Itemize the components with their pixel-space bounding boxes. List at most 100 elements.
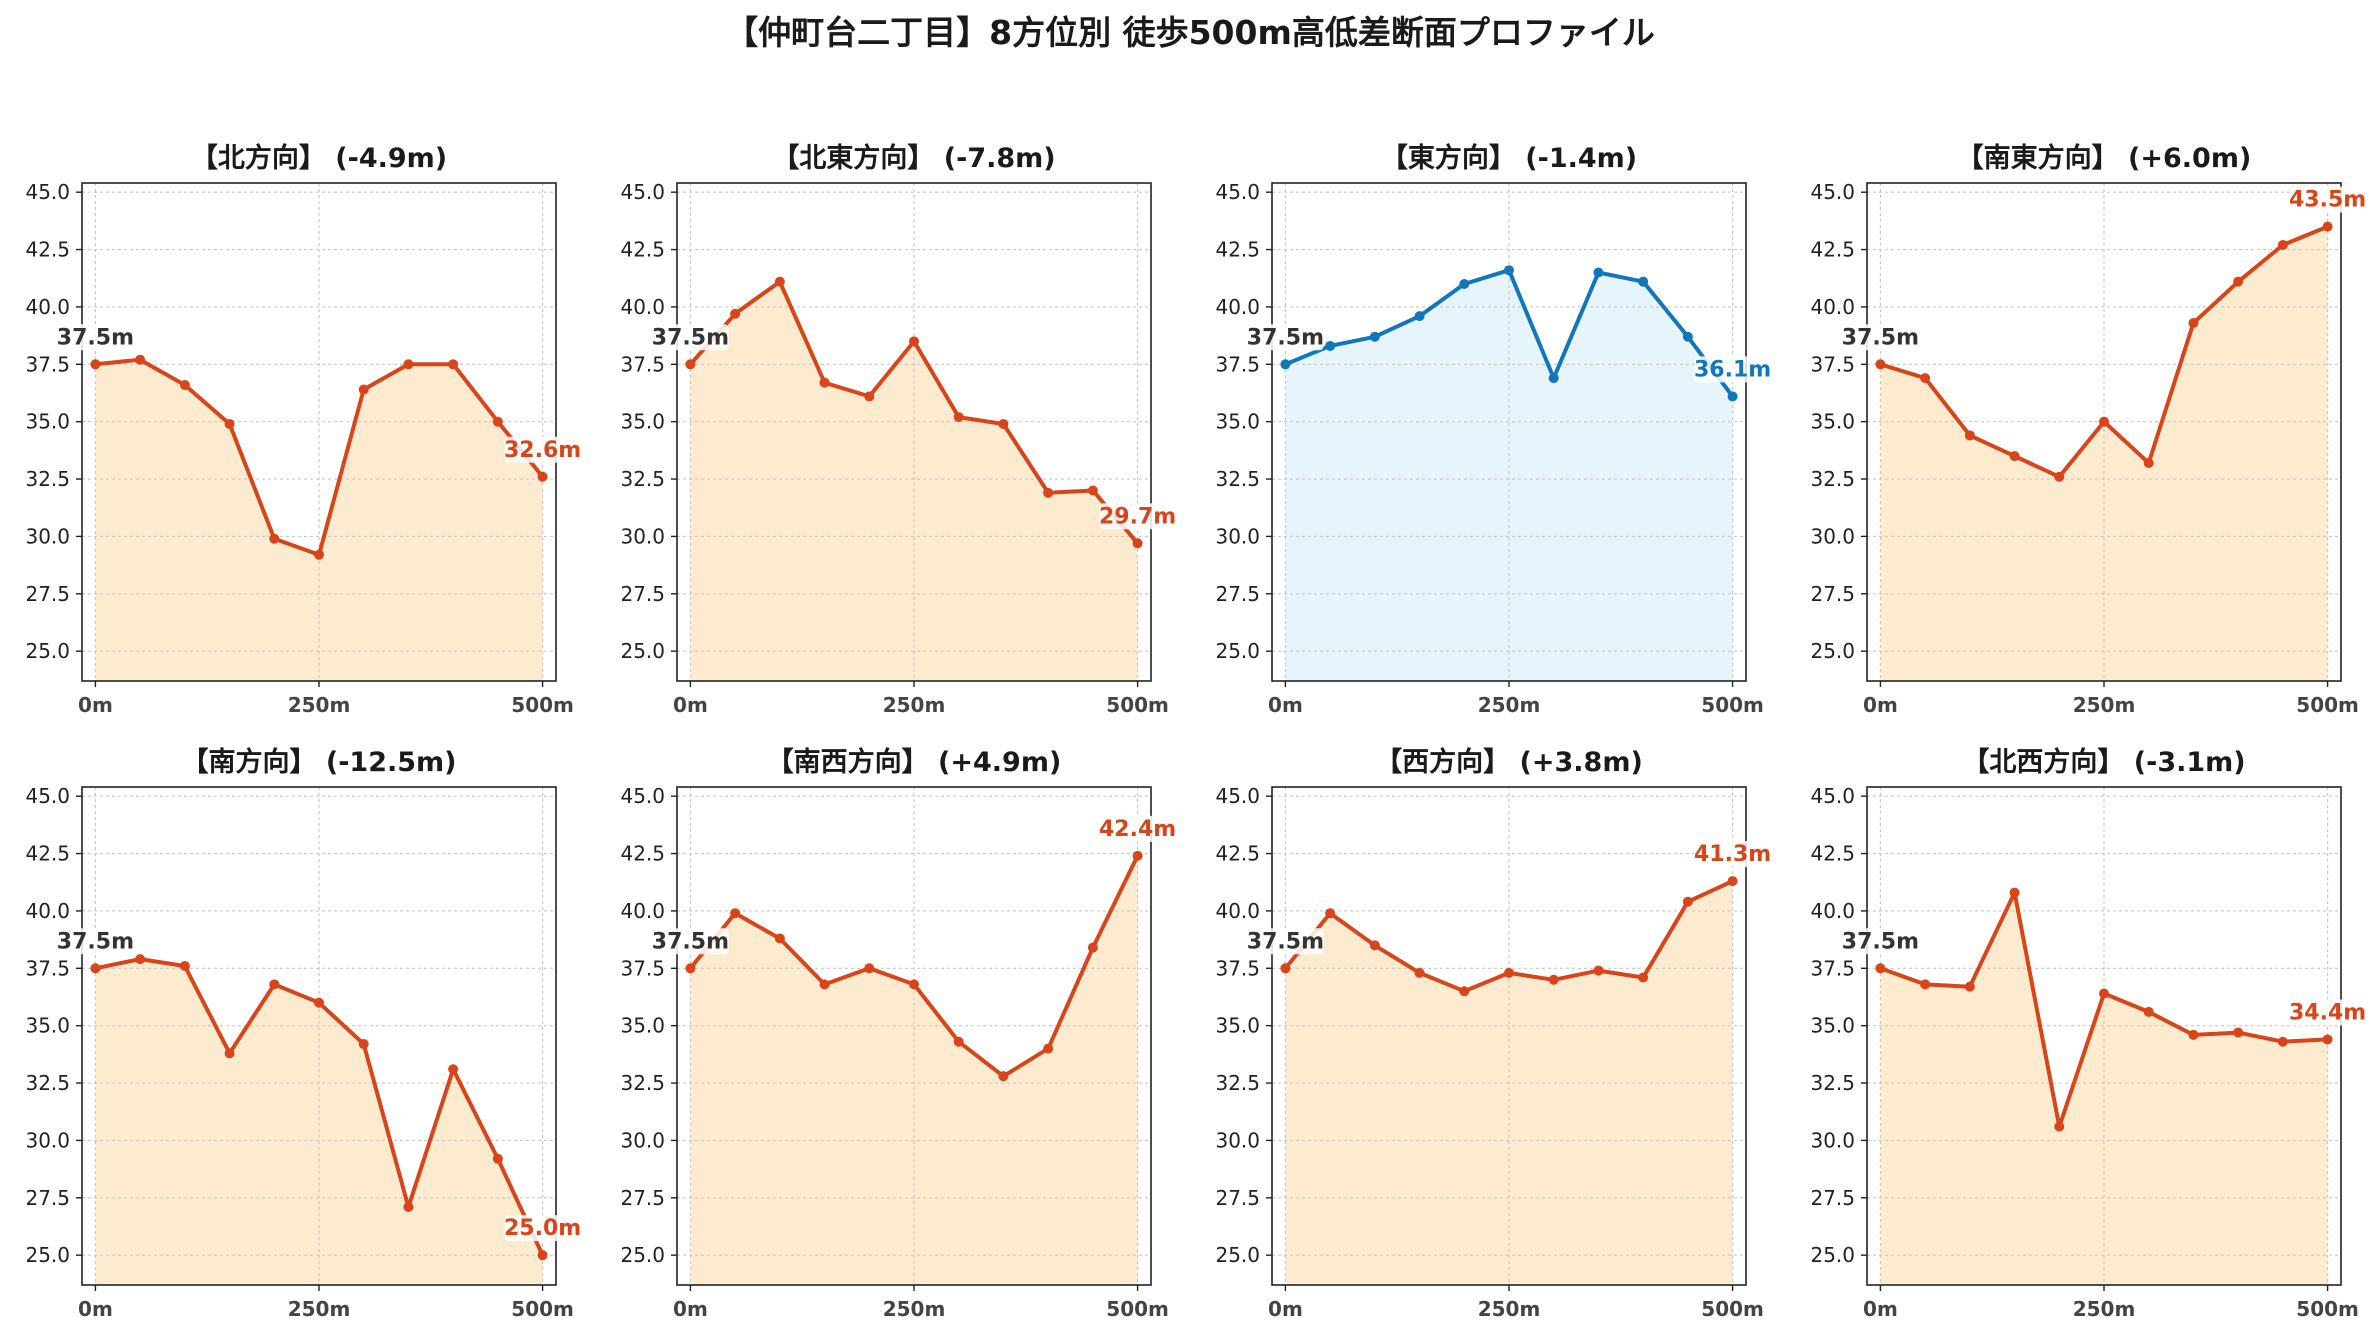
y-tick-label: 25.0	[620, 1243, 665, 1267]
y-tick-label: 45.0	[25, 180, 70, 204]
data-point	[1325, 340, 1336, 351]
y-tick-label: 45.0	[620, 784, 665, 808]
panel-title: 【南東方向】 (+6.0m)	[1957, 142, 2252, 174]
data-point	[448, 359, 459, 370]
panel-title: 【西方向】 (+3.8m)	[1375, 746, 1643, 778]
end-label-text: 32.6m	[504, 438, 581, 463]
y-tick-label: 42.5	[1215, 842, 1260, 866]
data-point	[2009, 887, 2020, 898]
y-tick-label: 42.5	[25, 842, 70, 866]
data-point	[179, 379, 190, 390]
data-point	[1280, 359, 1291, 370]
y-tick-label: 45.0	[1810, 180, 1855, 204]
x-tick-label: 250m	[2073, 1297, 2136, 1321]
data-point	[864, 391, 875, 402]
y-tick-label: 30.0	[1215, 524, 1260, 548]
start-label-bg	[652, 324, 729, 351]
y-tick-label: 37.5	[620, 352, 665, 376]
data-point	[2099, 416, 2109, 427]
data-point	[1504, 265, 1514, 276]
y-tick-label: 37.5	[25, 956, 70, 980]
data-point	[1043, 487, 1054, 498]
y-tick-label: 42.5	[1810, 238, 1855, 262]
data-point	[1593, 965, 1604, 976]
end-label: 32.6m	[504, 436, 581, 463]
data-point	[1369, 331, 1380, 342]
y-tick-label: 35.0	[1810, 410, 1855, 434]
chart-panel-6: 【南西方向】 (+4.9m) 25.0 27.5 30.0 32.5 35.0 37.5 40…	[620, 746, 1176, 1321]
y-tick-label: 27.5	[25, 1186, 70, 1210]
end-label: 36.1m	[1694, 356, 1771, 383]
x-tick-label: 0m	[1268, 693, 1303, 717]
data-point	[1964, 430, 1975, 441]
data-point	[269, 979, 280, 990]
x-tick-label: 0m	[673, 693, 708, 717]
start-label-text: 37.5m	[1247, 325, 1324, 350]
data-point	[774, 933, 785, 944]
data-point	[2322, 221, 2333, 232]
data-point	[403, 1201, 414, 1212]
y-tick-label: 32.5	[25, 467, 70, 491]
end-label: 42.4m	[1099, 815, 1176, 842]
data-point	[492, 1153, 503, 1164]
start-label-bg	[1842, 928, 1919, 955]
end-label-bg	[1099, 503, 1176, 530]
data-point	[1727, 876, 1738, 887]
data-point	[358, 1039, 369, 1050]
data-point	[819, 377, 830, 388]
data-point	[1087, 485, 1098, 496]
data-point	[1875, 359, 1886, 370]
y-tick-label: 30.0	[1215, 1128, 1260, 1152]
data-point	[1727, 391, 1738, 402]
data-point	[774, 276, 785, 287]
data-point	[1087, 942, 1098, 953]
y-tick-label: 40.0	[25, 295, 70, 319]
y-tick-label: 35.0	[1215, 1014, 1260, 1038]
y-tick-label: 25.0	[1810, 639, 1855, 663]
end-label-text: 36.1m	[1694, 357, 1771, 382]
data-point	[2054, 471, 2065, 482]
x-tick-label: 0m	[78, 1297, 113, 1321]
y-tick-label: 45.0	[1215, 180, 1260, 204]
end-label-text: 43.5m	[2289, 188, 2366, 213]
y-tick-label: 37.5	[1810, 956, 1855, 980]
chart-panel-5: 【南方向】 (-12.5m) 25.0 27.5 30.0 32.5 35.0 37.5 40…	[25, 746, 581, 1321]
data-point	[2143, 457, 2154, 468]
data-point	[2233, 276, 2244, 287]
chart-panel-4: 【南東方向】 (+6.0m) 25.0 27.5 30.0 32.5 35.0 37.5 40…	[1810, 142, 2366, 717]
data-point	[1414, 311, 1425, 322]
x-tick-label: 250m	[883, 693, 946, 717]
x-tick-label: 250m	[1478, 1297, 1541, 1321]
y-tick-label: 42.5	[620, 238, 665, 262]
data-point	[2322, 1034, 2333, 1045]
data-point	[314, 549, 324, 560]
chart-panel-8: 【北西方向】 (-3.1m) 25.0 27.5 30.0 32.5 35.0 37.5 40…	[1810, 746, 2366, 1321]
data-point	[1504, 967, 1514, 978]
data-point	[537, 1250, 548, 1261]
data-point	[1132, 538, 1143, 549]
x-tick-label: 500m	[1701, 1297, 1764, 1321]
panel-title: 【南西方向】 (+4.9m)	[767, 746, 1062, 778]
data-point	[864, 963, 875, 974]
end-label-bg	[504, 1215, 581, 1242]
data-point	[1920, 373, 1931, 384]
start-label: 37.5m	[1842, 324, 1919, 351]
data-point	[1920, 979, 1931, 990]
end-label: 41.3m	[1694, 841, 1771, 868]
x-tick-label: 500m	[2296, 1297, 2359, 1321]
end-label-bg	[504, 436, 581, 463]
start-label-bg	[652, 928, 729, 955]
y-tick-label: 40.0	[1215, 295, 1260, 319]
chart-panel-2: 【北東方向】 (-7.8m) 25.0 27.5 30.0 32.5 35.0 37.5 40…	[620, 142, 1176, 717]
y-tick-label: 27.5	[620, 582, 665, 606]
data-point	[314, 997, 324, 1008]
x-tick-label: 0m	[1863, 1297, 1898, 1321]
y-tick-label: 40.0	[1215, 899, 1260, 923]
y-tick-label: 30.0	[1810, 524, 1855, 548]
end-label-text: 34.4m	[2289, 1000, 2366, 1025]
y-tick-label: 35.0	[25, 410, 70, 434]
x-tick-label: 500m	[511, 693, 574, 717]
start-label-bg	[1247, 928, 1324, 955]
y-tick-label: 32.5	[1215, 467, 1260, 491]
